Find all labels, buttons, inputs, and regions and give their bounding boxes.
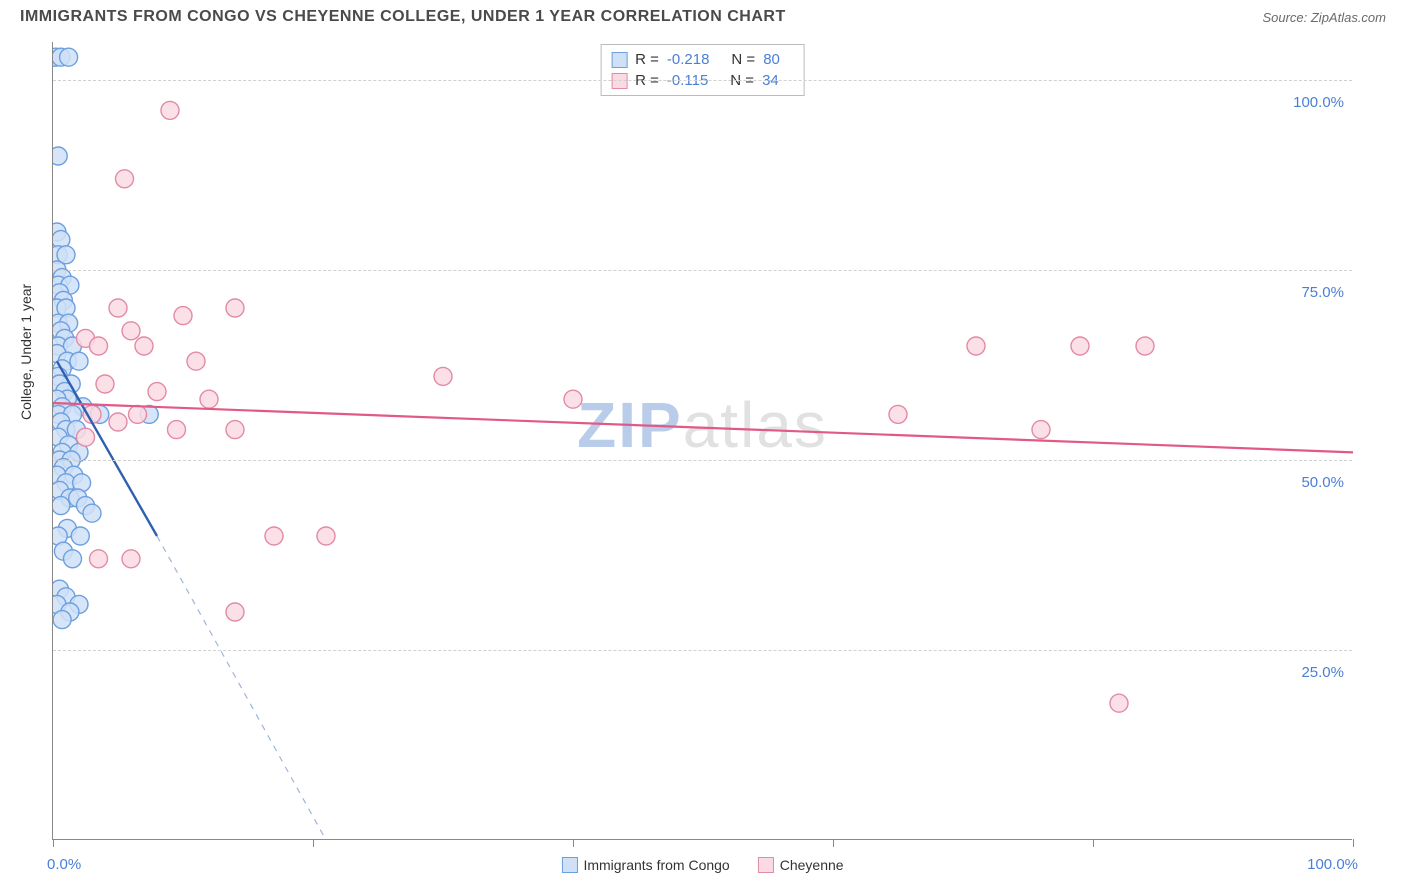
correlation-legend: R = -0.218 N = 80 R = -0.115 N = 34 bbox=[600, 44, 805, 96]
correlation-chart: ZIPatlas R = -0.218 N = 80 R = -0.115 N … bbox=[52, 42, 1352, 840]
scatter-plot-svg bbox=[53, 42, 1353, 840]
chart-title: IMMIGRANTS FROM CONGO VS CHEYENNE COLLEG… bbox=[20, 8, 786, 26]
x-tick bbox=[313, 839, 314, 847]
series-0-swatch bbox=[611, 52, 627, 68]
series-legend: Immigrants from Congo Cheyenne bbox=[561, 857, 843, 873]
chart-header: IMMIGRANTS FROM CONGO VS CHEYENNE COLLEG… bbox=[0, 0, 1406, 32]
series-0-swatch-icon bbox=[561, 857, 577, 873]
gridline bbox=[53, 270, 1352, 271]
x-tick-label-right: 100.0% bbox=[1307, 856, 1358, 873]
y-tick-label: 25.0% bbox=[1301, 664, 1344, 681]
y-tick-label: 75.0% bbox=[1301, 284, 1344, 301]
legend-item-series-0: Immigrants from Congo bbox=[561, 857, 729, 873]
gridline bbox=[53, 80, 1352, 81]
series-1-swatch-icon bbox=[758, 857, 774, 873]
legend-item-series-1: Cheyenne bbox=[758, 857, 844, 873]
x-tick-label-left: 0.0% bbox=[47, 856, 81, 873]
legend-row-series-0: R = -0.218 N = 80 bbox=[611, 49, 794, 70]
y-tick-label: 50.0% bbox=[1301, 474, 1344, 491]
x-tick bbox=[53, 839, 54, 847]
x-tick bbox=[1093, 839, 1094, 847]
y-axis-label: College, Under 1 year bbox=[18, 284, 34, 420]
x-tick bbox=[833, 839, 834, 847]
y-tick-label: 100.0% bbox=[1293, 94, 1344, 111]
source-attribution: Source: ZipAtlas.com bbox=[1262, 10, 1386, 25]
gridline bbox=[53, 650, 1352, 651]
gridline bbox=[53, 460, 1352, 461]
x-tick bbox=[1353, 839, 1354, 847]
x-tick bbox=[573, 839, 574, 847]
